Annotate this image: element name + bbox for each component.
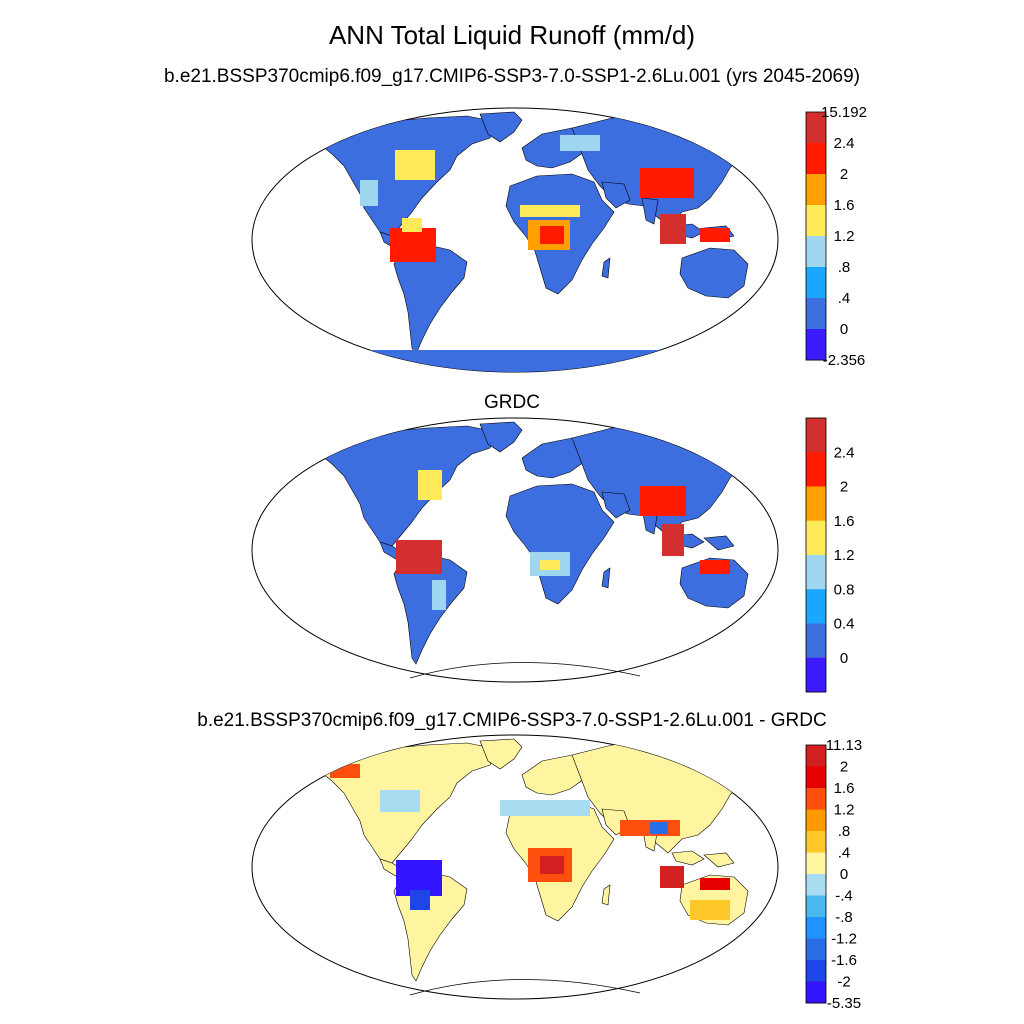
colorbar-3-label: -1.2 [831, 931, 857, 948]
colorbar-2-frame [805, 417, 827, 693]
colorbar-2-label: 2.4 [834, 444, 855, 461]
page-title: ANN Total Liquid Runoff (mm/d) [328, 20, 696, 50]
colorbar-3-swatch [806, 766, 826, 789]
colorbar-1-swatch [806, 112, 826, 144]
panel-2-subtitle: GRDC [484, 392, 540, 413]
colorbar-1-swatch [806, 174, 826, 206]
colorbar-3-label: -.8 [835, 909, 853, 926]
colorbar-3-label: -2 [837, 974, 850, 991]
colorbar-3-label: 11.13 [826, 737, 862, 754]
colorbar-2-label: 0 [840, 650, 848, 667]
colorbar-2-swatch [806, 555, 826, 590]
colorbar-3-label: -1.6 [831, 952, 857, 969]
colorbar-2-swatch [806, 486, 826, 522]
colorbar-2-swatch [806, 657, 826, 693]
colorbar-3-label: -5.35 [827, 995, 861, 1012]
colorbar-3-label: 1.2 [834, 802, 855, 819]
colorbar-2-swatch [806, 452, 826, 487]
colorbar-3-label: .4 [838, 845, 851, 862]
colorbar-2-label: 0.8 [834, 581, 855, 598]
colorbar-1-swatch [806, 205, 826, 237]
colorbar-3-swatch [806, 895, 826, 918]
colorbar-1-label: 2 [840, 166, 848, 183]
colorbar-3-label: 0 [840, 866, 848, 883]
colorbar-2-swatch [806, 520, 826, 556]
panel-2-map [251, 417, 779, 683]
colorbar-2-label: 1.6 [834, 513, 855, 530]
colorbars: 15.1922.421.61.2.8.40-2.3562.421.61.20.8… [805, 104, 867, 1012]
colorbar-3-label: -.4 [835, 888, 853, 905]
colorbar-2-label: 1.2 [834, 547, 855, 564]
colorbar-1-label: 1.6 [834, 197, 855, 214]
colorbar-1-swatch [806, 143, 826, 175]
colorbar-2-swatch [806, 589, 826, 624]
colorbar-1-label: -2.356 [823, 352, 866, 369]
colorbar-3-swatch [806, 917, 826, 939]
colorbar-3-frame [805, 744, 827, 1004]
colorbar-1-label: 0 [840, 321, 848, 338]
colorbar-3-swatch [806, 809, 826, 832]
panel-3-map [251, 734, 779, 1000]
colorbar-3-label: 1.6 [834, 780, 855, 797]
panel-1-map [251, 107, 779, 373]
colorbar-1-swatch [806, 267, 826, 299]
colorbar-3-swatch [806, 852, 826, 875]
colorbar-3-swatch [806, 981, 826, 1004]
colorbar-3-swatch [806, 788, 826, 810]
colorbar-3-swatch [806, 960, 826, 982]
colorbar-2-swatch [806, 418, 826, 453]
colorbar-1-swatch [806, 329, 826, 361]
colorbar-3-label: .8 [838, 823, 851, 840]
colorbar-2-swatch [806, 623, 826, 659]
colorbar-1-label: .8 [838, 259, 851, 276]
colorbar-1-swatch [806, 236, 826, 268]
colorbar-3-swatch [806, 745, 826, 767]
colorbar-1-label: 15.192 [821, 104, 867, 121]
colorbar-1-frame [805, 111, 827, 361]
colorbar-1-label: 2.4 [834, 135, 855, 152]
panel-1-subtitle: b.e21.BSSP370cmip6.f09_g17.CMIP6-SSP3-7.… [163, 66, 861, 87]
colorbar-3-swatch [806, 831, 826, 853]
colorbar-1-swatch [806, 298, 826, 330]
colorbar-3-swatch [806, 874, 826, 896]
panel-3-subtitle: b.e21.BSSP370cmip6.f09_g17.CMIP6-SSP3-7.… [197, 710, 827, 731]
colorbar-2-label: 0.4 [834, 616, 855, 633]
colorbar-3-swatch [806, 938, 826, 961]
colorbar-2-label: 2 [840, 479, 848, 496]
colorbar-1-label: 1.2 [834, 228, 855, 245]
colorbar-1-label: .4 [838, 290, 851, 307]
colorbar-3-label: 2 [840, 759, 848, 776]
